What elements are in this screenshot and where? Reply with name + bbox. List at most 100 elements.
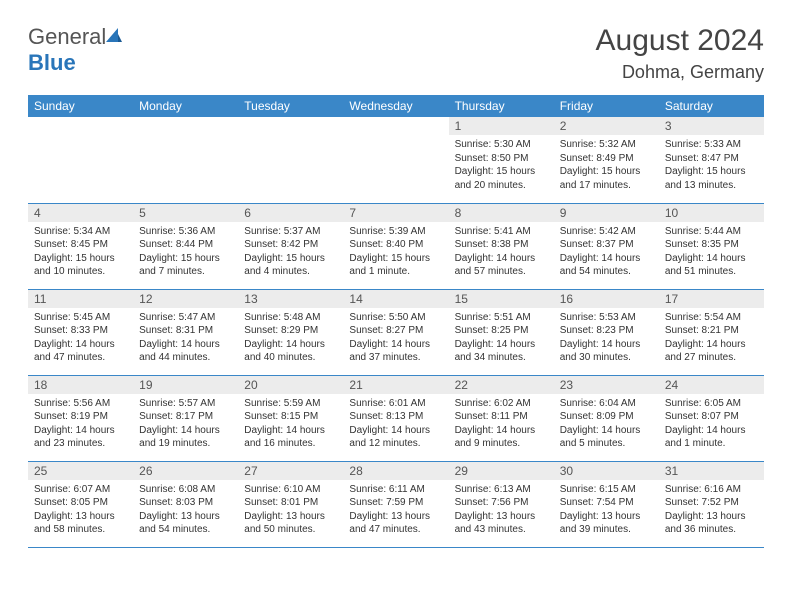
month-title: August 2024 <box>596 24 764 58</box>
week-row: ........1Sunrise: 5:30 AMSunset: 8:50 PM… <box>28 117 764 203</box>
day-number: 30 <box>554 462 659 480</box>
day-details: Sunrise: 5:33 AMSunset: 8:47 PMDaylight:… <box>659 135 764 196</box>
day-cell: 7Sunrise: 5:39 AMSunset: 8:40 PMDaylight… <box>343 203 448 289</box>
day-header: Monday <box>133 95 238 117</box>
day-details: Sunrise: 5:36 AMSunset: 8:44 PMDaylight:… <box>133 222 238 283</box>
week-row: 4Sunrise: 5:34 AMSunset: 8:45 PMDaylight… <box>28 203 764 289</box>
calendar-table: SundayMondayTuesdayWednesdayThursdayFrid… <box>28 95 764 548</box>
day-cell: 11Sunrise: 5:45 AMSunset: 8:33 PMDayligh… <box>28 289 133 375</box>
day-header: Sunday <box>28 95 133 117</box>
day-cell: .. <box>343 117 448 203</box>
day-details: Sunrise: 5:44 AMSunset: 8:35 PMDaylight:… <box>659 222 764 283</box>
day-header: Wednesday <box>343 95 448 117</box>
day-number: 20 <box>238 376 343 394</box>
day-header: Friday <box>554 95 659 117</box>
day-details: Sunrise: 5:47 AMSunset: 8:31 PMDaylight:… <box>133 308 238 369</box>
day-details: Sunrise: 6:02 AMSunset: 8:11 PMDaylight:… <box>449 394 554 455</box>
day-details: Sunrise: 5:41 AMSunset: 8:38 PMDaylight:… <box>449 222 554 283</box>
day-details: Sunrise: 6:11 AMSunset: 7:59 PMDaylight:… <box>343 480 448 541</box>
brand-part2: Blue <box>28 50 76 75</box>
day-number: 1 <box>449 117 554 135</box>
day-cell: .. <box>28 117 133 203</box>
day-details: Sunrise: 6:05 AMSunset: 8:07 PMDaylight:… <box>659 394 764 455</box>
day-cell: 26Sunrise: 6:08 AMSunset: 8:03 PMDayligh… <box>133 461 238 547</box>
day-cell: 21Sunrise: 6:01 AMSunset: 8:13 PMDayligh… <box>343 375 448 461</box>
day-header: Tuesday <box>238 95 343 117</box>
day-cell: 29Sunrise: 6:13 AMSunset: 7:56 PMDayligh… <box>449 461 554 547</box>
day-cell: 25Sunrise: 6:07 AMSunset: 8:05 PMDayligh… <box>28 461 133 547</box>
page-header: GeneralBlue August 2024 Dohma, Germany <box>28 24 764 83</box>
brand-name: GeneralBlue <box>28 24 124 76</box>
day-details: Sunrise: 6:10 AMSunset: 8:01 PMDaylight:… <box>238 480 343 541</box>
day-details: Sunrise: 5:39 AMSunset: 8:40 PMDaylight:… <box>343 222 448 283</box>
day-cell: 18Sunrise: 5:56 AMSunset: 8:19 PMDayligh… <box>28 375 133 461</box>
day-number: 26 <box>133 462 238 480</box>
day-cell: 31Sunrise: 6:16 AMSunset: 7:52 PMDayligh… <box>659 461 764 547</box>
day-cell: 6Sunrise: 5:37 AMSunset: 8:42 PMDaylight… <box>238 203 343 289</box>
day-cell: 4Sunrise: 5:34 AMSunset: 8:45 PMDaylight… <box>28 203 133 289</box>
day-cell: 15Sunrise: 5:51 AMSunset: 8:25 PMDayligh… <box>449 289 554 375</box>
day-header: Saturday <box>659 95 764 117</box>
day-number: 18 <box>28 376 133 394</box>
brand-part1: General <box>28 24 106 49</box>
day-details: Sunrise: 6:07 AMSunset: 8:05 PMDaylight:… <box>28 480 133 541</box>
day-number: 3 <box>659 117 764 135</box>
day-cell: .. <box>133 117 238 203</box>
day-details: Sunrise: 5:54 AMSunset: 8:21 PMDaylight:… <box>659 308 764 369</box>
day-details: Sunrise: 5:53 AMSunset: 8:23 PMDaylight:… <box>554 308 659 369</box>
week-row: 11Sunrise: 5:45 AMSunset: 8:33 PMDayligh… <box>28 289 764 375</box>
day-number: 15 <box>449 290 554 308</box>
day-details: Sunrise: 5:50 AMSunset: 8:27 PMDaylight:… <box>343 308 448 369</box>
day-number: 28 <box>343 462 448 480</box>
day-cell: 10Sunrise: 5:44 AMSunset: 8:35 PMDayligh… <box>659 203 764 289</box>
day-details: Sunrise: 5:32 AMSunset: 8:49 PMDaylight:… <box>554 135 659 196</box>
day-details: Sunrise: 5:30 AMSunset: 8:50 PMDaylight:… <box>449 135 554 196</box>
day-number: 6 <box>238 204 343 222</box>
day-details: Sunrise: 5:45 AMSunset: 8:33 PMDaylight:… <box>28 308 133 369</box>
day-number: 7 <box>343 204 448 222</box>
day-number: 10 <box>659 204 764 222</box>
day-details: Sunrise: 5:56 AMSunset: 8:19 PMDaylight:… <box>28 394 133 455</box>
day-number: 9 <box>554 204 659 222</box>
day-number: 12 <box>133 290 238 308</box>
day-cell: 20Sunrise: 5:59 AMSunset: 8:15 PMDayligh… <box>238 375 343 461</box>
day-cell: 14Sunrise: 5:50 AMSunset: 8:27 PMDayligh… <box>343 289 448 375</box>
day-number: 29 <box>449 462 554 480</box>
day-number: 16 <box>554 290 659 308</box>
day-number: 17 <box>659 290 764 308</box>
day-header: Thursday <box>449 95 554 117</box>
day-cell: 5Sunrise: 5:36 AMSunset: 8:44 PMDaylight… <box>133 203 238 289</box>
day-number: 22 <box>449 376 554 394</box>
day-number: 21 <box>343 376 448 394</box>
day-details: Sunrise: 5:57 AMSunset: 8:17 PMDaylight:… <box>133 394 238 455</box>
day-cell: 8Sunrise: 5:41 AMSunset: 8:38 PMDaylight… <box>449 203 554 289</box>
day-number: 19 <box>133 376 238 394</box>
day-details: Sunrise: 6:15 AMSunset: 7:54 PMDaylight:… <box>554 480 659 541</box>
day-number: 23 <box>554 376 659 394</box>
day-header-row: SundayMondayTuesdayWednesdayThursdayFrid… <box>28 95 764 117</box>
day-details: Sunrise: 6:04 AMSunset: 8:09 PMDaylight:… <box>554 394 659 455</box>
day-details: Sunrise: 6:13 AMSunset: 7:56 PMDaylight:… <box>449 480 554 541</box>
day-details: Sunrise: 5:34 AMSunset: 8:45 PMDaylight:… <box>28 222 133 283</box>
week-row: 25Sunrise: 6:07 AMSunset: 8:05 PMDayligh… <box>28 461 764 547</box>
day-details: Sunrise: 6:01 AMSunset: 8:13 PMDaylight:… <box>343 394 448 455</box>
day-cell: 27Sunrise: 6:10 AMSunset: 8:01 PMDayligh… <box>238 461 343 547</box>
day-number: 5 <box>133 204 238 222</box>
day-cell: 16Sunrise: 5:53 AMSunset: 8:23 PMDayligh… <box>554 289 659 375</box>
day-cell: 9Sunrise: 5:42 AMSunset: 8:37 PMDaylight… <box>554 203 659 289</box>
day-number: 25 <box>28 462 133 480</box>
day-details: Sunrise: 5:51 AMSunset: 8:25 PMDaylight:… <box>449 308 554 369</box>
week-row: 18Sunrise: 5:56 AMSunset: 8:19 PMDayligh… <box>28 375 764 461</box>
calendar-body: ........1Sunrise: 5:30 AMSunset: 8:50 PM… <box>28 117 764 547</box>
day-cell: 17Sunrise: 5:54 AMSunset: 8:21 PMDayligh… <box>659 289 764 375</box>
day-cell: 2Sunrise: 5:32 AMSunset: 8:49 PMDaylight… <box>554 117 659 203</box>
day-cell: 13Sunrise: 5:48 AMSunset: 8:29 PMDayligh… <box>238 289 343 375</box>
day-cell: 1Sunrise: 5:30 AMSunset: 8:50 PMDaylight… <box>449 117 554 203</box>
day-cell: 23Sunrise: 6:04 AMSunset: 8:09 PMDayligh… <box>554 375 659 461</box>
day-number: 24 <box>659 376 764 394</box>
brand-logo: GeneralBlue <box>28 24 124 76</box>
day-cell: 24Sunrise: 6:05 AMSunset: 8:07 PMDayligh… <box>659 375 764 461</box>
day-cell: 28Sunrise: 6:11 AMSunset: 7:59 PMDayligh… <box>343 461 448 547</box>
day-number: 31 <box>659 462 764 480</box>
day-cell: 30Sunrise: 6:15 AMSunset: 7:54 PMDayligh… <box>554 461 659 547</box>
